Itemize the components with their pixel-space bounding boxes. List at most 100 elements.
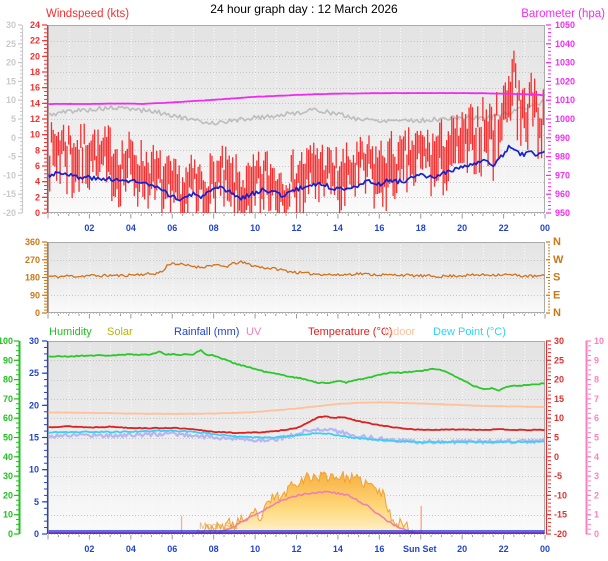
x-tick-label: 06 <box>167 223 177 233</box>
tick-label: -5 <box>8 152 16 162</box>
x-tick-label: 18 <box>416 223 426 233</box>
temperature-series <box>48 415 545 434</box>
sun-set-label: Sun Set <box>403 544 437 554</box>
tick-label: 60 <box>3 413 13 423</box>
tick-label: 6 <box>35 161 40 171</box>
tick-label: 15 <box>554 394 564 404</box>
rain-axis: 0 5 10 15 20 25 30 <box>29 336 49 539</box>
tick-label: 16 <box>30 83 40 93</box>
x-tick-label: 02 <box>84 544 94 554</box>
tick-label: 12 <box>30 114 40 124</box>
tick-label: 10 <box>6 95 16 105</box>
tick-label: 24 <box>30 20 40 30</box>
tick-label: 0 <box>594 529 599 539</box>
tick-label: 6 <box>594 413 599 423</box>
tick-label: 0 <box>35 208 40 218</box>
x-tick-label: 20 <box>457 544 467 554</box>
tick-label: 5 <box>34 497 39 507</box>
tick-label: 20 <box>29 400 39 410</box>
tick-label: N <box>553 236 561 248</box>
windspeed-axis-title: Windspeed (kts) <box>46 8 130 20</box>
tick-label: 980 <box>555 152 570 162</box>
tick-label: 0 <box>34 529 39 539</box>
tick-label: 2 <box>35 192 40 202</box>
x-tick-label: 00 <box>540 544 550 554</box>
x-axis <box>47 314 546 319</box>
tick-label: 20 <box>3 490 13 500</box>
legend-rainfall: Rainfall (mm) <box>174 326 240 338</box>
tick-label: -20 <box>3 208 16 218</box>
tick-label: 30 <box>554 336 564 346</box>
series-layer <box>48 349 545 534</box>
wind-chill-series <box>48 427 545 445</box>
x-tick-label: 12 <box>291 544 301 554</box>
wind-direction-series <box>48 260 545 279</box>
x-tick-label: 06 <box>167 544 177 554</box>
tick-label: 10 <box>3 510 13 520</box>
indoor-temperature-series <box>48 401 545 415</box>
tick-label: 8 <box>35 145 40 155</box>
tick-label: 2 <box>594 490 599 500</box>
tick-label: 20 <box>554 375 564 385</box>
tick-label: 970 <box>555 170 570 180</box>
tick-label: 8 <box>594 375 599 385</box>
tick-label: 10 <box>30 130 40 140</box>
tick-label: -15 <box>554 510 567 520</box>
tick-label: 40 <box>3 452 13 462</box>
climate-panel: Moon Set01020304050607080901000510152025… <box>0 336 604 554</box>
tick-label: 30 <box>6 20 16 30</box>
x-tick-label: 10 <box>250 223 260 233</box>
x-tick-label: 16 <box>374 223 384 233</box>
tick-label: 100 <box>0 336 13 346</box>
x-tick-label: 22 <box>499 544 509 554</box>
x-tick-label: 14 <box>333 223 343 233</box>
barometer-series <box>48 92 545 105</box>
tick-label: 25 <box>6 39 16 49</box>
tick-label: 0 <box>554 452 559 462</box>
tick-label: 90 <box>3 355 13 365</box>
tick-label: N <box>553 307 561 319</box>
dew-point-series <box>48 429 545 444</box>
tick-label: 18 <box>30 67 40 77</box>
tick-label: W <box>553 254 564 266</box>
x-tick-label: 16 <box>374 544 384 554</box>
tick-label: 4 <box>594 452 599 462</box>
tick-label: 960 <box>555 189 570 199</box>
plot-border <box>48 242 545 313</box>
tick-label: 25 <box>29 368 39 378</box>
tick-label: 360 <box>25 237 40 247</box>
tick-label: 0 <box>35 308 40 318</box>
degrees-axis: 0 90 180 270 360 <box>25 237 49 318</box>
tick-label: 1030 <box>555 58 575 68</box>
series-layer <box>48 50 545 213</box>
baro-axis: 950 960 970 980 990 1000 1010 1020 1030 1040 1050 <box>546 20 575 218</box>
x-tick-label: 04 <box>126 223 136 233</box>
humidity-series <box>48 349 545 392</box>
tick-label: 9 <box>594 355 599 365</box>
legend-humidity: Humidity <box>49 326 92 338</box>
tick-label: S <box>553 272 560 284</box>
windspeed-barometer-panel: -20-15-10-505101520253002468101214161820… <box>3 20 575 233</box>
x-axis: 02 04 06 08 10 12 14 16 18 20 22 00 <box>47 214 550 233</box>
legend-indoor: Indoor <box>384 326 416 338</box>
tick-label: 14 <box>30 98 40 108</box>
x-tick-label: 22 <box>499 223 509 233</box>
tick-label: -20 <box>554 529 567 539</box>
tick-label: 15 <box>6 76 16 86</box>
temp-axis: -20 -15 -10 -5 0 5 10 15 20 25 30 <box>545 336 567 539</box>
tick-label: 15 <box>29 433 39 443</box>
humidity-axis: 0 10 20 30 40 50 60 70 80 90 100 <box>0 336 21 539</box>
tick-label: 950 <box>555 208 570 218</box>
tick-label: -10 <box>3 170 16 180</box>
tick-label: 4 <box>35 177 40 187</box>
x-tick-label: 04 <box>126 544 136 554</box>
tick-label: 10 <box>554 413 564 423</box>
x-tick-label: 08 <box>209 544 219 554</box>
tick-label: 70 <box>3 394 13 404</box>
x-axis: 02 04 06 08 10 12 14 16 Sun Set 20 22 00 <box>47 535 550 554</box>
solar-series <box>48 471 545 534</box>
